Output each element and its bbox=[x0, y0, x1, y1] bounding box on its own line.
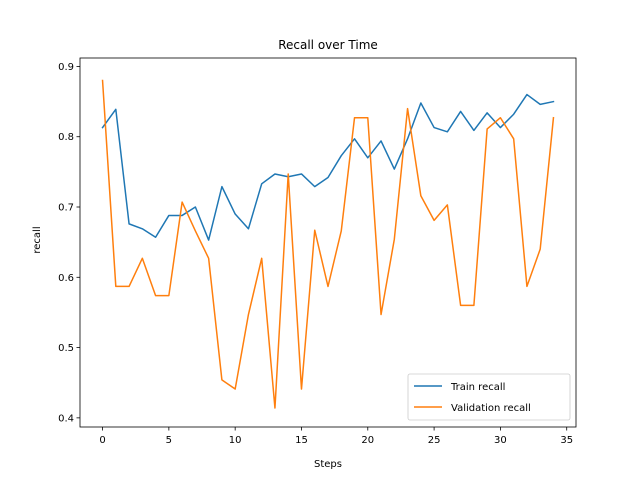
y-tick-label: 0.8 bbox=[58, 132, 74, 143]
legend-entry-label: Validation recall bbox=[451, 403, 531, 414]
y-tick-label: 0.6 bbox=[58, 273, 74, 284]
legend-entry-label: Train recall bbox=[450, 382, 505, 393]
legend: Train recall Validation recall bbox=[407, 373, 571, 421]
x-tick-label: 0 bbox=[99, 435, 105, 446]
y-axis-ticks: 0.4 0.5 0.6 0.7 0.8 0.9 bbox=[58, 62, 80, 424]
legend-box bbox=[407, 373, 571, 421]
x-axis-ticks: 0 5 10 15 20 25 30 35 bbox=[99, 427, 573, 446]
y-tick-label: 0.7 bbox=[58, 203, 74, 214]
plot-frame bbox=[79, 57, 577, 428]
y-tick-label: 0.4 bbox=[58, 413, 74, 424]
x-tick-label: 30 bbox=[494, 435, 507, 446]
x-tick-label: 10 bbox=[229, 435, 242, 446]
y-tick-label: 0.5 bbox=[58, 343, 74, 354]
x-tick-label: 35 bbox=[560, 435, 573, 446]
y-axis-label: recall bbox=[32, 226, 43, 253]
x-tick-label: 5 bbox=[166, 435, 172, 446]
series-line-train-recall bbox=[101, 93, 555, 241]
x-tick-label: 20 bbox=[361, 435, 374, 446]
x-axis-label: Steps bbox=[314, 459, 342, 470]
x-tick-label: 15 bbox=[295, 435, 308, 446]
x-tick-label: 25 bbox=[428, 435, 441, 446]
series-lines bbox=[101, 79, 555, 409]
y-tick-label: 0.9 bbox=[58, 62, 74, 73]
chart-title: Recall over Time bbox=[278, 38, 378, 52]
series-line-validation-recall bbox=[101, 79, 555, 409]
